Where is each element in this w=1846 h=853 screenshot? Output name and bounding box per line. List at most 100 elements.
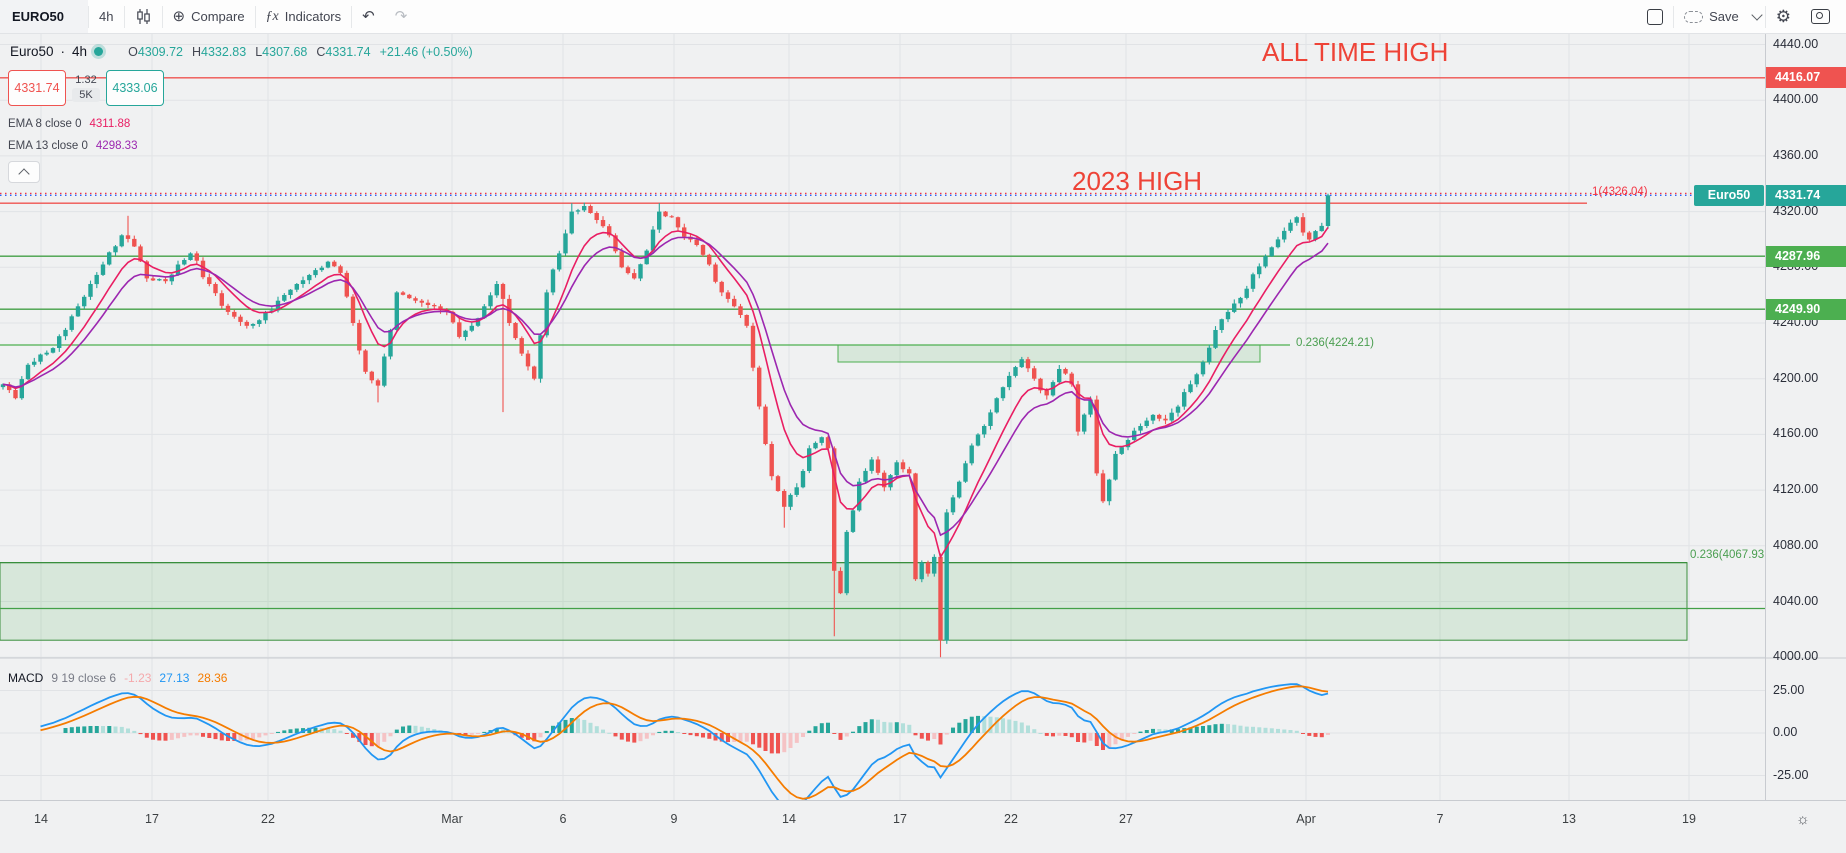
gear-icon: ⚙ xyxy=(1775,6,1791,26)
time-tick-label: 13 xyxy=(1562,812,1576,826)
price-tick-label: 4000.00 xyxy=(1773,649,1819,664)
time-tick-label: Apr xyxy=(1296,812,1316,826)
price-tick-label: 4160.00 xyxy=(1773,426,1819,441)
indicators-button[interactable]: ƒx Indicators xyxy=(256,0,352,33)
camera-icon xyxy=(1811,9,1830,24)
symbol-price-tag: Euro50 xyxy=(1694,184,1764,206)
toolbar-divider xyxy=(161,5,163,28)
toolbar-divider xyxy=(88,5,90,28)
top-toolbar: EURO50 4h ⊕ Compare ƒx Indicators xyxy=(0,0,1846,34)
high-2023-note: 2023 HIGH xyxy=(1072,166,1203,196)
fib-mid-label: 0.236(4224.21) xyxy=(1296,337,1375,349)
ema13-name: EMA 13 close 0 xyxy=(8,140,88,152)
macd-hist-value: -1.23 xyxy=(124,671,152,685)
symbol-legend: Euro50 · 4h O4309.72 H4332.83 L4307.68 C… xyxy=(10,44,473,59)
legend-separator: · xyxy=(60,44,66,59)
time-tick-label: 14 xyxy=(782,812,796,826)
macd-title: MACD xyxy=(8,671,44,685)
spread-widget: 1.32 5K xyxy=(66,70,106,106)
price-tag: 4249.90 xyxy=(1766,298,1846,320)
price-tag: 4416.07 xyxy=(1766,67,1846,89)
time-tick-label: 22 xyxy=(261,812,275,826)
legend-change: +21.46 (+0.50%) xyxy=(379,44,473,59)
settings-button[interactable]: ⚙ xyxy=(1766,0,1801,33)
time-tick-label: 22 xyxy=(1004,812,1018,826)
legend-symbol: Euro50 xyxy=(10,44,54,59)
time-tick-label: 17 xyxy=(145,812,159,826)
ema13-legend-row[interactable]: EMA 13 close 0 4298.33 xyxy=(8,140,137,152)
macd-params: 9 19 close 6 xyxy=(51,671,117,685)
spread-value: 1.32 xyxy=(75,74,97,86)
time-axis-settings-icon[interactable]: ☼ xyxy=(1796,811,1810,828)
compare-button[interactable]: ⊕ Compare xyxy=(163,0,255,33)
undo-button[interactable]: ↶ xyxy=(352,0,385,33)
toolbar-divider xyxy=(123,5,125,28)
layout-button[interactable] xyxy=(1637,0,1673,33)
toolbar-divider xyxy=(1673,5,1675,28)
cloud-save-button[interactable]: Save xyxy=(1674,0,1749,33)
price-tag: 4287.96 xyxy=(1766,245,1846,267)
buy-button[interactable]: 4333.06 xyxy=(106,70,164,106)
ema8-value: 4311.88 xyxy=(89,118,131,130)
price-tick-label: 4080.00 xyxy=(1773,537,1819,552)
time-tick-label: 7 xyxy=(1436,812,1444,826)
price-tick-label: 4400.00 xyxy=(1773,92,1819,107)
price-tag: 4331.74 xyxy=(1766,184,1846,206)
collapse-legend-button[interactable] xyxy=(8,161,40,183)
time-tick-label: 6 xyxy=(559,812,567,826)
price-tick-label: 4360.00 xyxy=(1773,147,1819,162)
macd-tick-label: 0.00 xyxy=(1773,725,1798,739)
time-tick-label: 9 xyxy=(670,812,678,826)
toolbar-divider xyxy=(1764,5,1766,28)
macd-signal-value: 28.36 xyxy=(197,671,228,685)
symbol-button[interactable]: EURO50 xyxy=(0,0,89,33)
time-tick-label: 27 xyxy=(1119,812,1133,826)
order-panel: 4331.74 1.32 5K 4333.06 xyxy=(8,70,164,106)
cloud-icon xyxy=(1684,10,1704,23)
price-alert-label: 1(4326.04) xyxy=(1592,186,1648,198)
chart-type-button[interactable] xyxy=(125,0,162,33)
macd-tick-label: -25.00 xyxy=(1773,767,1809,782)
ema8-legend-row[interactable]: EMA 8 close 0 4311.88 xyxy=(8,118,130,130)
layout-icon xyxy=(1647,8,1664,25)
legend-ohlc: O4309.72 H4332.83 L4307.68 C4331.74 +21.… xyxy=(128,44,473,59)
price-tick-label: 4440.00 xyxy=(1773,36,1819,51)
macd-legend-row[interactable]: MACD 9 19 close 6 -1.23 27.13 28.36 xyxy=(8,671,227,685)
price-tick-label: 4040.00 xyxy=(1773,593,1819,608)
market-status-dot xyxy=(94,47,104,56)
toolbar-divider xyxy=(351,5,353,28)
candles-icon xyxy=(136,9,150,24)
compare-label: Compare xyxy=(191,9,245,24)
time-tick-label: 14 xyxy=(34,812,48,826)
price-tick-label: 4320.00 xyxy=(1773,203,1819,218)
price-tick-label: 4200.00 xyxy=(1773,370,1819,385)
redo-icon: ↷ xyxy=(394,8,408,25)
time-tick-label: Mar xyxy=(441,812,463,826)
macd-line-value: 27.13 xyxy=(159,671,190,685)
ema13-value: 4298.33 xyxy=(95,140,138,152)
toolbar-divider xyxy=(254,5,256,28)
indicators-label: Indicators xyxy=(284,9,342,24)
interval-button[interactable]: 4h xyxy=(99,9,114,24)
time-tick-label: 19 xyxy=(1682,812,1696,826)
fib-low-label: 0.236(4067.93) xyxy=(1690,549,1764,561)
chevron-up-icon xyxy=(18,167,30,180)
lot-size: 5K xyxy=(72,88,100,102)
ema8-name: EMA 8 close 0 xyxy=(8,118,82,130)
undo-icon: ↶ xyxy=(362,8,375,25)
macd-tick-label: 25.00 xyxy=(1773,682,1805,697)
chevron-down-icon xyxy=(1751,9,1763,21)
all-time-high-note: ALL TIME HIGH xyxy=(1262,37,1449,67)
time-axis[interactable]: ☼ 14 17 22 Mar 6 9 14 17 22 27 Apr 7 13 19 xyxy=(0,800,1846,853)
redo-button[interactable]: ↷ xyxy=(385,0,418,33)
function-icon: ƒx xyxy=(265,8,279,24)
sell-button[interactable]: 4331.74 xyxy=(8,70,66,106)
price-axis[interactable]: 4440.004400.004360.004320.004280.004240.… xyxy=(1765,33,1846,800)
time-tick-label: 17 xyxy=(893,812,907,826)
legend-interval: 4h xyxy=(72,44,88,59)
price-tick-label: 4120.00 xyxy=(1773,482,1819,497)
snapshot-button[interactable] xyxy=(1801,0,1840,33)
save-menu-button[interactable] xyxy=(1749,0,1765,33)
